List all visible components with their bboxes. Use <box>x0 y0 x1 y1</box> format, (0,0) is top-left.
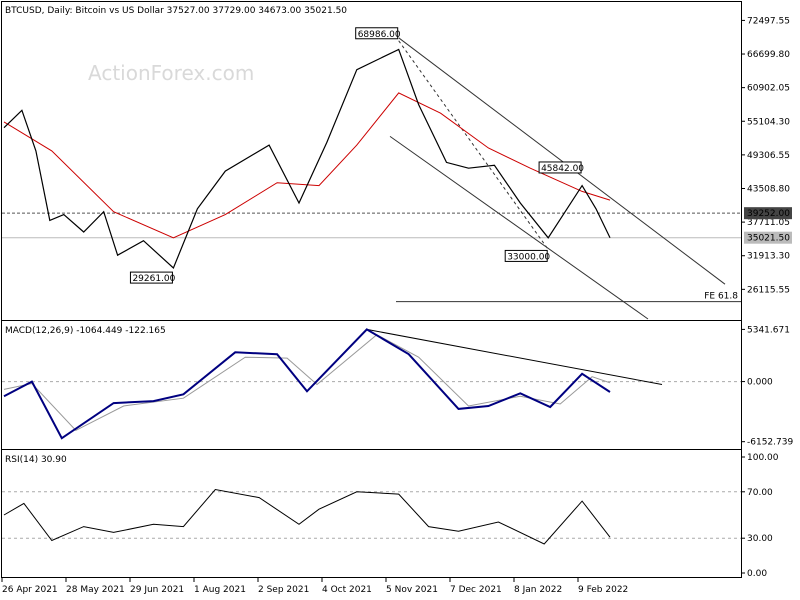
macd-main-line <box>3 328 611 440</box>
price-annotation-label-2: 45842.00 <box>541 164 584 174</box>
x-tick-label-3: 1 Aug 2021 <box>194 585 246 595</box>
retracement-dashed-line <box>398 40 549 250</box>
rsi-tick-label-0: 100.00 <box>747 453 779 463</box>
macd-trendline <box>366 328 663 386</box>
macd-signal-line <box>3 334 611 432</box>
price-series-line <box>3 48 611 270</box>
x-tick-label-1: 28 May 2021 <box>66 585 125 595</box>
price-annotation-label-1: 29261.00 <box>132 274 175 284</box>
price-annotation-box-2 <box>538 161 582 174</box>
price-tick-label-1: 66699.80 <box>747 50 790 60</box>
x-tick-label-4: 2 Sep 2021 <box>258 585 309 595</box>
last-price-label: 35021.50 <box>747 234 790 244</box>
price-tick-label-5: 43508.80 <box>747 184 790 194</box>
watermark: ActionForex.com <box>88 61 254 85</box>
x-tick-label-8: 8 Jan 2022 <box>514 585 562 595</box>
price-tick-label-8: 26115.55 <box>747 285 790 295</box>
rsi-tick-label-3: 0.00 <box>747 569 767 579</box>
price-tick-label-3: 55104.30 <box>747 117 790 127</box>
x-axis: 26 Apr 2021 28 May 2021 29 Jun 2021 1 Aug 2… <box>1 578 628 595</box>
x-tick-label-7: 7 Dec 2021 <box>450 585 502 595</box>
price-tick-label-6: 37711.05 <box>747 218 790 228</box>
rsi-panel-frame <box>1 449 742 578</box>
rsi-title: RSI(14) 30.90 <box>5 455 67 465</box>
macd-title: MACD(12,26,9) -1064.449 -122.165 <box>5 326 166 336</box>
x-tick-label-6: 5 Nov 2021 <box>386 585 438 595</box>
channel-lower-line <box>389 135 649 320</box>
price-header: BTCUSD, Daily: Bitcoin vs US Dollar 3752… <box>5 6 347 16</box>
x-tick-label-9: 9 Feb 2022 <box>578 585 628 595</box>
x-tick-label-5: 4 Oct 2021 <box>322 585 372 595</box>
x-tick-label-0: 26 Apr 2021 <box>2 585 58 595</box>
price-annotation-box-1 <box>129 271 173 284</box>
resistance-level-box <box>744 207 792 220</box>
rsi-line <box>3 488 611 545</box>
price-annotation-box-0 <box>355 27 399 40</box>
rsi-tick-label-2: 30.00 <box>747 534 773 544</box>
price-tick-label-4: 49306.55 <box>747 151 790 161</box>
x-tick-label-2: 29 Jun 2021 <box>130 585 184 595</box>
macd-layer: 5341.671 0.000 -6152.739 <box>2 325 793 448</box>
channel-upper-line <box>398 37 726 285</box>
price-annotation-label-0: 68986.00 <box>358 30 401 40</box>
macd-tick-label-0: 5341.671 <box>747 325 790 335</box>
macd-tick-label-1: 0.000 <box>747 378 773 388</box>
price-annotation-label-3: 33000.00 <box>507 252 550 262</box>
rsi-layer: 100.00 70.00 30.00 0.00 <box>2 453 779 579</box>
price-annotation-box-3 <box>504 249 548 262</box>
fe-level-label: FE 61.8 <box>704 292 738 302</box>
resistance-level-label: 39252.00 <box>747 209 790 219</box>
price-layer: 72497.55 66699.80 60902.05 55104.30 49306.55… <box>2 16 792 320</box>
price-tick-label-2: 60902.05 <box>747 84 790 94</box>
price-tick-label-7: 31913.30 <box>747 252 790 262</box>
last-price-box <box>744 231 792 244</box>
rsi-tick-label-1: 70.00 <box>747 488 773 498</box>
macd-tick-label-2: -6152.739 <box>747 438 793 448</box>
price-tick-label-0: 72497.55 <box>747 16 790 26</box>
moving-average-line <box>3 92 611 239</box>
